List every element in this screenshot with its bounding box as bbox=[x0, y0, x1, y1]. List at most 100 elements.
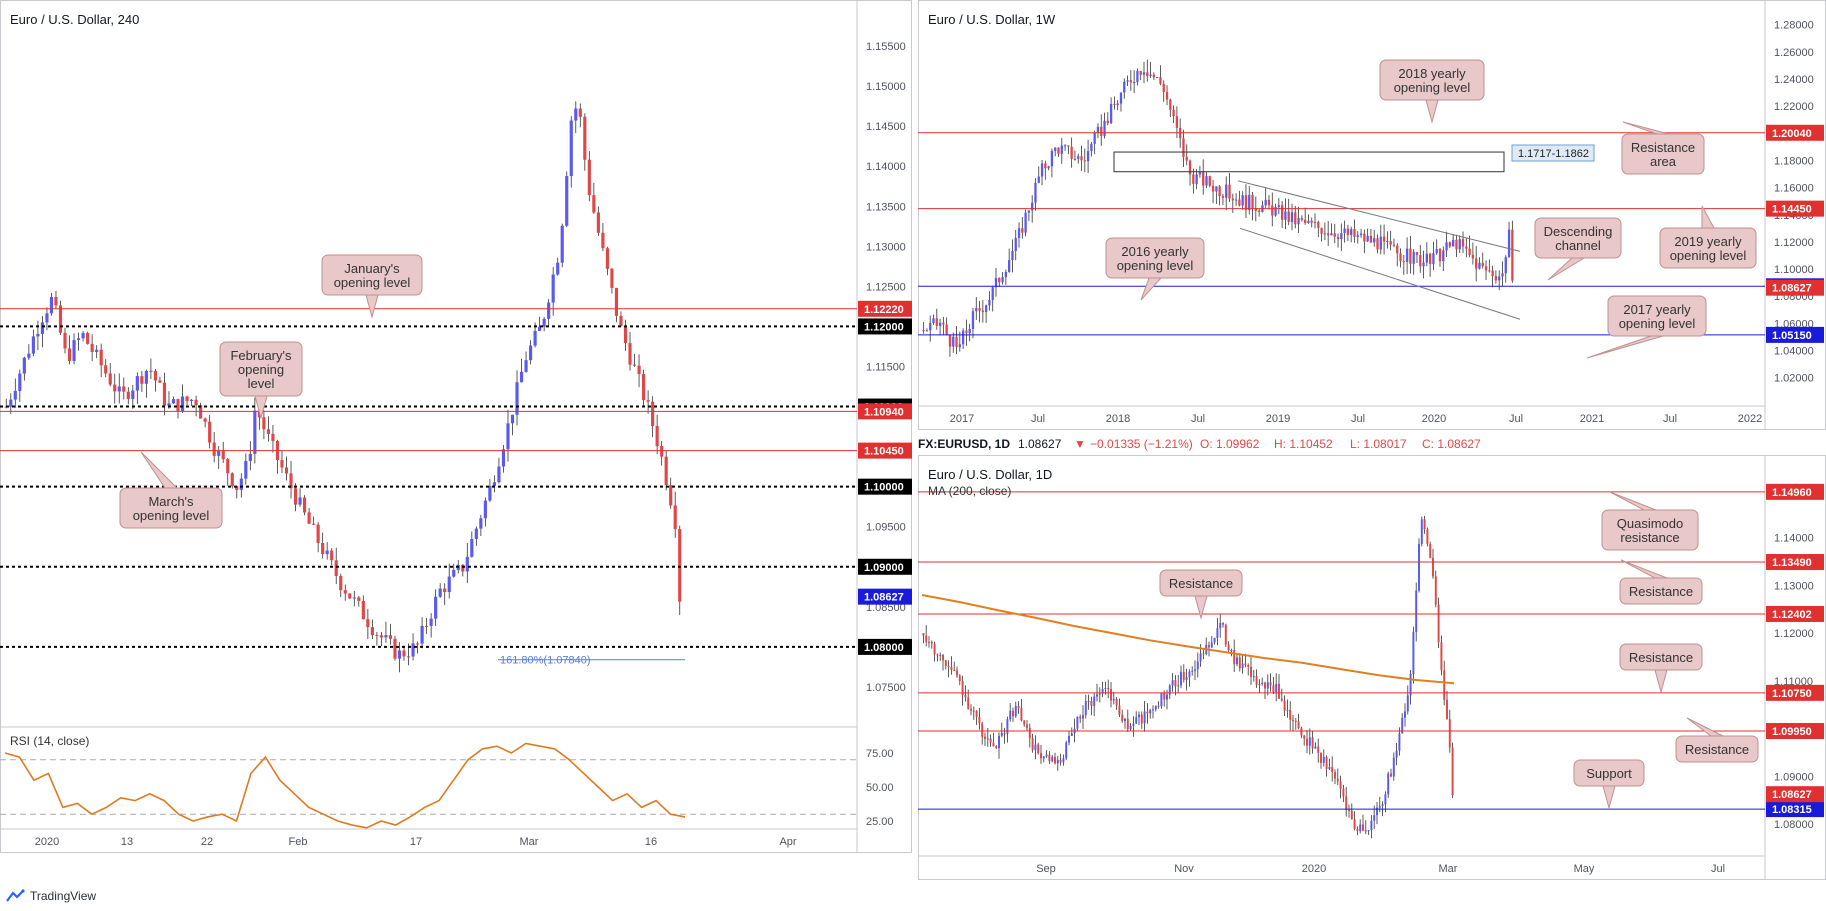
candle-body bbox=[1446, 699, 1448, 720]
candle-body bbox=[1045, 754, 1048, 757]
price-tag bbox=[858, 478, 912, 495]
candle-body bbox=[565, 176, 569, 226]
candle-body bbox=[1225, 184, 1228, 198]
callout-box bbox=[219, 341, 303, 397]
callout-text: Resistance bbox=[1685, 742, 1749, 757]
candle-body bbox=[1118, 705, 1121, 715]
candle-body bbox=[348, 593, 352, 599]
candle-body bbox=[1023, 720, 1026, 725]
callout-text: level bbox=[248, 376, 275, 391]
candle-body bbox=[1132, 723, 1135, 727]
candle-body bbox=[1350, 810, 1353, 820]
candle-body bbox=[1317, 221, 1320, 228]
candle-body bbox=[67, 348, 72, 361]
candle-body bbox=[651, 401, 655, 427]
candle-body bbox=[1210, 642, 1213, 648]
candle-body bbox=[58, 305, 63, 333]
candle-body bbox=[221, 450, 225, 460]
x-tick-label: 2017 bbox=[950, 413, 974, 425]
candle-body bbox=[1323, 233, 1327, 235]
tradingview-watermark[interactable]: TradingView bbox=[6, 889, 96, 903]
candle-body bbox=[1452, 239, 1455, 247]
candle-body bbox=[420, 625, 424, 644]
x-tick-label: 2018 bbox=[1106, 413, 1130, 425]
candle-body bbox=[1077, 156, 1080, 159]
candle-body bbox=[935, 318, 938, 326]
candle-body bbox=[343, 590, 347, 594]
candle-body bbox=[361, 600, 365, 620]
callout-text: opening level bbox=[334, 275, 411, 290]
candle-body bbox=[465, 556, 469, 572]
last-price-tag bbox=[858, 588, 912, 605]
candle-body bbox=[1415, 251, 1419, 256]
candle-body bbox=[646, 400, 650, 402]
y-tick-label: 1.15500 bbox=[866, 41, 906, 53]
y-tick-label: 1.22000 bbox=[1774, 101, 1814, 113]
candle-body bbox=[938, 322, 942, 326]
price-tag bbox=[1766, 124, 1824, 141]
candle-body bbox=[1006, 719, 1009, 734]
candle-body bbox=[194, 399, 198, 406]
candle-body bbox=[922, 330, 925, 332]
candle-body bbox=[1412, 251, 1415, 264]
rsi-tick-label: 50.00 bbox=[866, 782, 894, 794]
candle-body bbox=[547, 302, 551, 319]
price-tag-label: 1.13490 bbox=[1772, 557, 1812, 569]
x-tick-label: 2022 bbox=[1738, 413, 1762, 425]
candle-body bbox=[1405, 248, 1409, 262]
candle-body bbox=[1409, 248, 1412, 264]
candle-body bbox=[994, 277, 998, 288]
candle-body bbox=[1236, 657, 1238, 664]
candle-body bbox=[9, 399, 13, 407]
candle-body bbox=[235, 485, 239, 490]
candle-body bbox=[1331, 766, 1334, 773]
callout-pointer bbox=[1194, 595, 1208, 620]
price-tag bbox=[1766, 554, 1824, 571]
candle-body bbox=[1162, 83, 1165, 92]
price-tag bbox=[1766, 723, 1824, 740]
callout-text: opening level bbox=[1117, 258, 1194, 273]
callout-pointer bbox=[1547, 257, 1586, 281]
candle-body bbox=[1511, 229, 1514, 281]
candle-body bbox=[1498, 276, 1501, 281]
candle-body bbox=[1398, 733, 1401, 751]
candle-body bbox=[212, 442, 216, 456]
candle-body bbox=[510, 414, 515, 424]
x-tick-label: 17 bbox=[410, 836, 422, 848]
candle-body bbox=[950, 666, 953, 671]
candle-body bbox=[1373, 238, 1376, 243]
callout: Resistance bbox=[1675, 717, 1759, 763]
candle-body bbox=[13, 390, 17, 400]
candle-body bbox=[1014, 237, 1017, 252]
price-tag-label: 1.08315 bbox=[1772, 804, 1812, 816]
candle-body bbox=[1213, 637, 1216, 643]
price-tag bbox=[858, 558, 912, 575]
candle-body bbox=[1211, 185, 1215, 192]
candle-body bbox=[922, 633, 925, 636]
callout-box bbox=[1601, 509, 1699, 551]
candle-body bbox=[1346, 228, 1350, 235]
callout-box bbox=[119, 487, 223, 529]
candle-body bbox=[370, 627, 374, 636]
y-tick-label: 1.12000 bbox=[1774, 237, 1814, 249]
candle-body bbox=[316, 524, 320, 543]
candle-body bbox=[384, 635, 388, 638]
candle-body bbox=[928, 641, 930, 643]
candle-body bbox=[1185, 677, 1188, 680]
candle-body bbox=[248, 453, 252, 461]
candle-body bbox=[1277, 205, 1280, 207]
price-tag bbox=[858, 318, 912, 335]
price-tag-label: 1.05150 bbox=[1772, 330, 1812, 342]
y-tick-label: 1.08500 bbox=[866, 602, 906, 614]
candle-body bbox=[1381, 804, 1384, 807]
candle-body bbox=[1163, 692, 1166, 700]
callout-pointer bbox=[1609, 491, 1657, 511]
candle-body bbox=[379, 635, 384, 638]
candle-body bbox=[1504, 257, 1507, 274]
candle-body bbox=[1086, 151, 1090, 162]
candle-body bbox=[1364, 830, 1367, 832]
candle-body bbox=[1107, 687, 1110, 690]
callout-text: opening level bbox=[133, 508, 210, 523]
candle-body bbox=[1004, 272, 1008, 278]
